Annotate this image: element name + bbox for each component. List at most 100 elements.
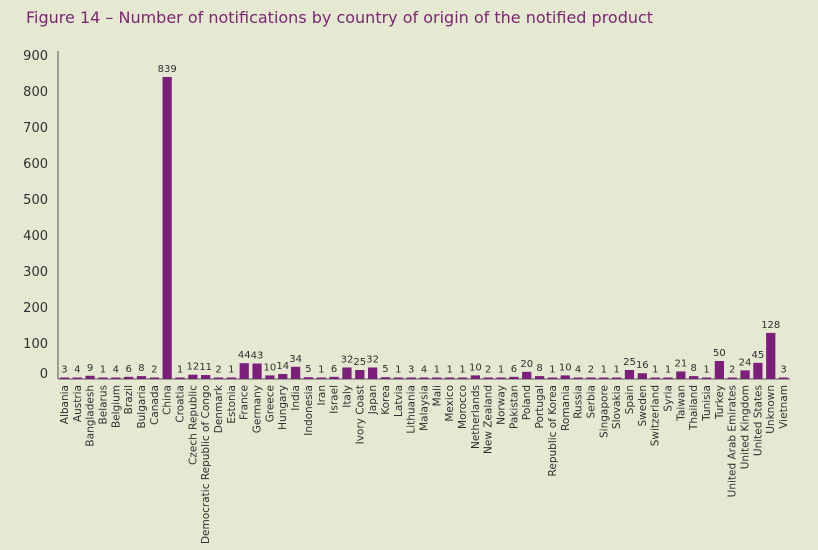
bar bbox=[316, 377, 326, 379]
x-tick-label: Hungary bbox=[277, 385, 289, 430]
x-tick-label: Canada bbox=[149, 385, 161, 425]
x-tick-label: Italy bbox=[341, 385, 353, 408]
data-label: 6 bbox=[125, 364, 131, 375]
x-tick-label: Norway bbox=[496, 385, 508, 425]
x-tick-label: Belgium bbox=[110, 385, 122, 428]
bar bbox=[457, 377, 468, 379]
data-label: 43 bbox=[251, 351, 264, 362]
x-tick-label: United Kingdom bbox=[740, 385, 752, 469]
bar bbox=[599, 377, 609, 379]
data-label: 1 bbox=[613, 365, 619, 376]
data-label: 24 bbox=[739, 357, 752, 368]
x-tick-label: New Zealand bbox=[483, 385, 495, 454]
data-label: 3 bbox=[408, 365, 414, 376]
data-label: 20 bbox=[520, 359, 533, 370]
data-label: 5 bbox=[382, 364, 388, 375]
data-label: 21 bbox=[674, 358, 687, 369]
x-tick-label: Syria bbox=[663, 385, 675, 412]
bar bbox=[419, 377, 429, 379]
data-label: 8 bbox=[690, 363, 696, 374]
bar bbox=[72, 377, 82, 379]
x-tick-label: Pakistan bbox=[508, 385, 520, 429]
bar bbox=[496, 377, 506, 379]
x-tick-label: Netherlands bbox=[470, 385, 482, 449]
data-label: 45 bbox=[752, 350, 765, 361]
bar bbox=[766, 332, 776, 379]
y-tick-label: 600 bbox=[23, 157, 48, 172]
x-tick-label: Sweden bbox=[637, 385, 649, 427]
bars bbox=[59, 76, 789, 380]
x-tick-label: Morocco bbox=[457, 385, 469, 429]
bar bbox=[368, 367, 378, 379]
bar bbox=[689, 376, 699, 379]
x-tick-label: Israel bbox=[329, 385, 341, 414]
bar bbox=[727, 377, 737, 379]
x-tick-label: Romania bbox=[560, 385, 572, 431]
data-label: 3 bbox=[780, 365, 786, 376]
data-label: 4 bbox=[575, 365, 581, 376]
data-label: 1 bbox=[395, 365, 401, 376]
bar bbox=[252, 363, 262, 379]
y-tick-label: 100 bbox=[23, 337, 48, 352]
x-tick-label: India bbox=[290, 385, 302, 411]
x-tick-label: Lithuania bbox=[406, 385, 418, 434]
x-tick-label: Democratic Republic of Congo bbox=[200, 385, 212, 544]
x-tick-label: Czech Republic bbox=[187, 385, 199, 465]
y-tick-label: 400 bbox=[23, 229, 48, 244]
data-label: 1 bbox=[446, 365, 452, 376]
bar bbox=[265, 375, 275, 379]
data-label: 4 bbox=[421, 365, 427, 376]
data-label: 25 bbox=[353, 357, 366, 368]
y-tick-label: 800 bbox=[23, 85, 48, 100]
x-tick-label: Portugal bbox=[534, 385, 546, 429]
x-tick-label: Spain bbox=[624, 385, 636, 414]
bar bbox=[380, 377, 391, 379]
x-tick-label: France bbox=[239, 385, 251, 420]
data-label: 25 bbox=[623, 357, 636, 368]
bar bbox=[188, 374, 198, 379]
x-tick-label: Bulgaria bbox=[136, 385, 148, 429]
x-tick-label: Turkey bbox=[714, 385, 726, 420]
bar bbox=[226, 377, 236, 379]
x-tick-label: Croatia bbox=[175, 385, 187, 423]
data-label: 839 bbox=[158, 64, 177, 75]
data-label: 44 bbox=[238, 350, 251, 361]
x-tick-label: Mali bbox=[431, 385, 443, 406]
x-tick-label: Taiwan bbox=[675, 385, 687, 422]
bar bbox=[59, 377, 70, 379]
x-tick-label: Tunisia bbox=[701, 385, 713, 422]
bar bbox=[355, 370, 365, 379]
bar bbox=[676, 371, 686, 379]
data-label: 128 bbox=[761, 320, 780, 331]
chart-title: Figure 14 – Number of notifications by c… bbox=[26, 8, 654, 27]
bar bbox=[445, 377, 455, 379]
x-tick-label: Albania bbox=[59, 385, 71, 424]
y-tick-label: 500 bbox=[23, 193, 48, 208]
data-label: 8 bbox=[536, 363, 542, 374]
x-tick-label: Singapore bbox=[598, 385, 610, 438]
y-tick-label: 700 bbox=[23, 121, 48, 136]
bar bbox=[560, 375, 570, 379]
x-tick-label: Vietnam bbox=[778, 385, 790, 429]
data-label: 14 bbox=[276, 361, 289, 372]
data-label: 6 bbox=[331, 364, 337, 375]
bar bbox=[98, 377, 108, 379]
data-label: 4 bbox=[113, 365, 119, 376]
data-label: 12 bbox=[186, 362, 199, 373]
bar bbox=[239, 363, 249, 379]
bar bbox=[406, 377, 416, 379]
x-tick-label: Latvia bbox=[393, 385, 405, 417]
x-tick-label: Malaysia bbox=[419, 385, 431, 431]
bar bbox=[740, 370, 750, 379]
bar bbox=[753, 362, 763, 379]
data-label: 1 bbox=[459, 365, 465, 376]
data-label: 1 bbox=[177, 365, 183, 376]
bar bbox=[483, 377, 493, 379]
bar bbox=[509, 376, 519, 379]
x-tick-label: China bbox=[162, 385, 174, 415]
x-tick-label: Iran bbox=[316, 385, 328, 406]
data-label: 3 bbox=[61, 365, 67, 376]
bar bbox=[278, 373, 288, 379]
x-tick-label: Indonesia bbox=[303, 385, 315, 436]
